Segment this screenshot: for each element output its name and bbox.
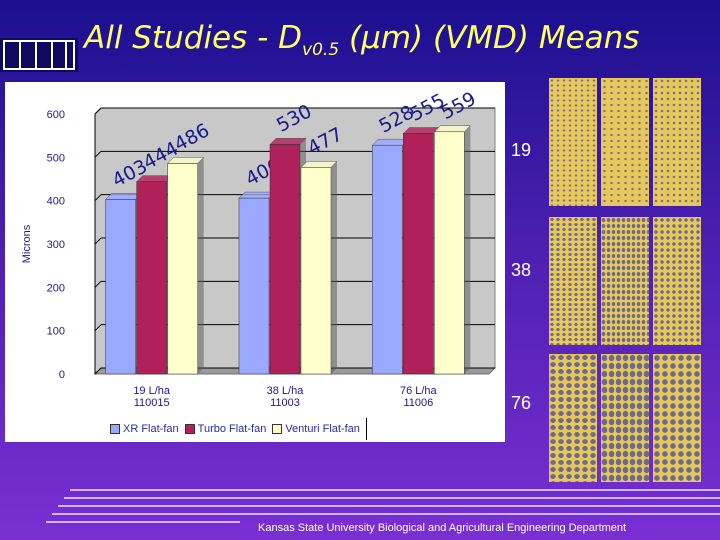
bar-top (167, 157, 205, 164)
bar-top (300, 161, 338, 168)
legend-item-xr: XR Flat-fan (110, 423, 179, 435)
x-category-label: 19 L/ha (133, 385, 171, 397)
y-gridline-side (94, 237, 102, 245)
y-tick-label: 100 (47, 326, 65, 338)
bar (372, 144, 403, 375)
legend-label-turbo: Turbo Flat-fan (197, 423, 267, 435)
legend-item-venturi: Venturi Flat-fan (272, 423, 360, 435)
y-tick-label: 300 (47, 239, 65, 251)
bar-top (238, 191, 276, 199)
x-category-sublabel: 11006 (403, 397, 433, 409)
x-category-sublabel: 110015 (134, 397, 170, 409)
bar (167, 163, 198, 375)
spray-card-strip (653, 78, 701, 206)
bar-top (136, 175, 174, 182)
bar-top (269, 138, 307, 145)
spray-card-strip (601, 78, 649, 206)
slide-title: All Studies - Dv0.5 (µm) (VMD) Means (84, 20, 714, 60)
bar (403, 133, 434, 375)
spray-card-strip (601, 354, 649, 482)
legend-swatch-turbo (184, 424, 195, 434)
title-subscript: v0.5 (302, 40, 340, 60)
bar-top (433, 125, 471, 133)
bar-side (331, 161, 337, 374)
x-category-label: 38 L/ha (267, 385, 305, 397)
chart-panel: 0 100 200 300 400 500 600 Microns 403 444 486 19 L/… (5, 82, 505, 442)
spray-card-strip (549, 78, 597, 206)
bar (269, 144, 301, 375)
bar (434, 131, 465, 375)
y-gridline-side (94, 280, 102, 288)
bar-side (464, 125, 471, 374)
bar (300, 167, 332, 375)
decorative-bars (0, 38, 78, 72)
spray-card-image-19 (543, 78, 708, 206)
spray-card-image-76 (543, 354, 708, 482)
bar (238, 197, 270, 375)
image-label-38: 38 (511, 260, 532, 280)
y-axis-label: Microns (21, 224, 33, 263)
spray-card-strip (549, 354, 597, 482)
legend-label-venturi: Venturi Flat-fan (285, 423, 360, 435)
footer-decorative-lines (46, 489, 720, 523)
bar (136, 181, 167, 375)
footer-credit: Kansas State University Biological and A… (258, 522, 627, 534)
x-category-sublabel: 11003 (270, 397, 300, 409)
y-tick-label: 200 (47, 282, 65, 294)
y-tick-label: 0 (59, 369, 65, 381)
title-rest: (µm) (VMD) Means (339, 20, 640, 56)
spray-card-strip (601, 217, 649, 345)
legend-swatch-venturi (272, 424, 283, 434)
title-main: All Studies - D (84, 20, 303, 56)
y-gridline-side (94, 367, 102, 375)
y-gridline-side (94, 107, 102, 115)
image-label-19: 19 (511, 140, 532, 160)
bar-top (402, 127, 440, 134)
y-gridline-side (94, 324, 102, 332)
chart-legend: XR Flat-fan Turbo Flat-fan Venturi Flat-… (110, 418, 367, 440)
y-gridline-side (94, 150, 102, 158)
spray-card-strip (653, 354, 701, 482)
y-tick-label: 400 (47, 196, 65, 208)
bar (105, 199, 136, 375)
y-tick-label: 600 (47, 109, 65, 121)
legend-item-turbo: Turbo Flat-fan (184, 423, 267, 435)
bar-side (197, 157, 204, 374)
y-tick-label: 500 (47, 152, 65, 164)
y-gridline-side (94, 194, 102, 202)
legend-swatch-xr (110, 424, 120, 434)
bar-top (105, 193, 143, 200)
x-category-label: 76 L/ha (400, 385, 438, 397)
spray-card-image-38 (543, 217, 708, 345)
legend-label-xr: XR Flat-fan (123, 423, 179, 435)
image-label-76: 76 (511, 393, 532, 413)
bar-top (371, 138, 409, 146)
spray-card-strip (549, 217, 597, 345)
spray-card-strip (653, 217, 701, 345)
